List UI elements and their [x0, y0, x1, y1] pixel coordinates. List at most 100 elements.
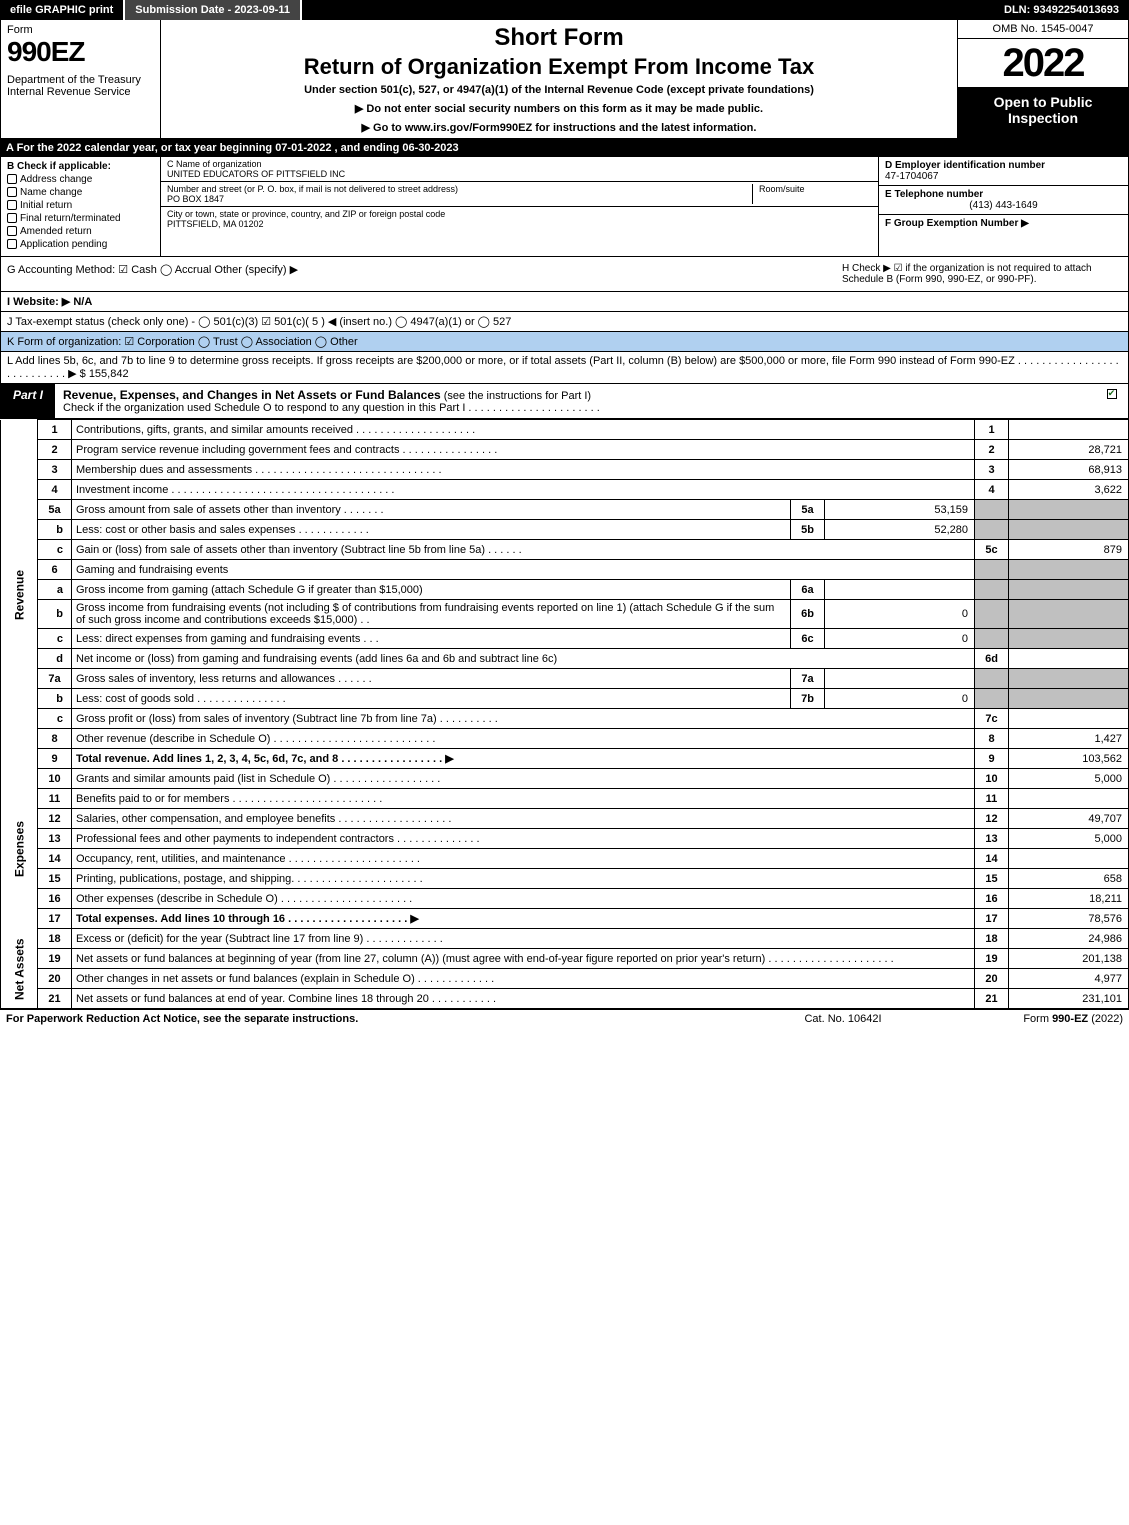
phone-value: (413) 443-1649 [885, 200, 1122, 211]
l5a-innum: 5a [791, 500, 825, 520]
l8-val: 1,427 [1009, 729, 1129, 749]
l21-desc: Net assets or fund balances at end of ye… [72, 989, 975, 1009]
l13-num: 13 [38, 829, 72, 849]
l11-num: 11 [38, 789, 72, 809]
l6b-desc: Gross income from fundraising events (no… [72, 600, 791, 629]
l5b-num: b [38, 520, 72, 540]
g-accounting: G Accounting Method: ☑ Cash ◯ Accrual Ot… [7, 263, 842, 285]
l14-desc: Occupancy, rent, utilities, and maintena… [72, 849, 975, 869]
c-name-value: UNITED EDUCATORS OF PITTSFIELD INC [167, 169, 872, 179]
l7a-desc: Gross sales of inventory, less returns a… [72, 669, 791, 689]
line-15: 15 Printing, publications, postage, and … [1, 869, 1129, 889]
cat-no: Cat. No. 10642I [743, 1013, 943, 1025]
l18-desc: Excess or (deficit) for the year (Subtra… [72, 929, 975, 949]
l19-val: 201,138 [1009, 949, 1129, 969]
l6d-val [1009, 649, 1129, 669]
l17-rnum: 17 [975, 909, 1009, 929]
line-3: 3 Membership dues and assessments . . . … [1, 460, 1129, 480]
l-gross-receipts: L Add lines 5b, 6c, and 7b to line 9 to … [1, 352, 1128, 383]
tax-year: 2022 [958, 39, 1128, 88]
l20-desc: Other changes in net assets or fund bala… [72, 969, 975, 989]
line-11: 11 Benefits paid to or for members . . .… [1, 789, 1129, 809]
l12-desc: Salaries, other compensation, and employ… [72, 809, 975, 829]
dept-label: Department of the Treasury Internal Reve… [7, 74, 154, 98]
d-ein: D Employer identification number 47-1704… [879, 157, 1128, 186]
l4-rnum: 4 [975, 480, 1009, 500]
chk-final-return[interactable]: Final return/terminated [7, 213, 154, 224]
l20-num: 20 [38, 969, 72, 989]
ein-value: 47-1704067 [885, 171, 938, 182]
l9-num: 9 [38, 749, 72, 769]
top-bar: efile GRAPHIC print Submission Date - 20… [0, 0, 1129, 20]
l5a-grey1 [975, 500, 1009, 520]
line-6: 6 Gaming and fundraising events [1, 560, 1129, 580]
l12-num: 12 [38, 809, 72, 829]
b-header: B Check if applicable: [7, 161, 154, 172]
line-4: 4 Investment income . . . . . . . . . . … [1, 480, 1129, 500]
l17-val: 78,576 [1009, 909, 1129, 929]
l3-num: 3 [38, 460, 72, 480]
l6a-grey2 [1009, 580, 1129, 600]
l8-rnum: 8 [975, 729, 1009, 749]
l19-rnum: 19 [975, 949, 1009, 969]
chk-initial-return[interactable]: Initial return [7, 200, 154, 211]
l21-val: 231,101 [1009, 989, 1129, 1009]
l7c-rnum: 7c [975, 709, 1009, 729]
l1-num: 1 [38, 420, 72, 440]
l6c-innum: 6c [791, 629, 825, 649]
l7c-val [1009, 709, 1129, 729]
chk-application-pending[interactable]: Application pending [7, 239, 154, 250]
title-block: Short Form Return of Organization Exempt… [161, 20, 958, 138]
line-18: Net Assets 18 Excess or (deficit) for th… [1, 929, 1129, 949]
c-addr-label: Number and street (or P. O. box, if mail… [167, 184, 752, 194]
l13-desc: Professional fees and other payments to … [72, 829, 975, 849]
org-name-row: C Name of organization UNITED EDUCATORS … [161, 157, 878, 182]
efile-label: efile GRAPHIC print [0, 0, 125, 20]
part-i-checkbox[interactable] [1098, 384, 1128, 418]
line-16: 16 Other expenses (describe in Schedule … [1, 889, 1129, 909]
l16-rnum: 16 [975, 889, 1009, 909]
l7b-grey2 [1009, 689, 1129, 709]
chk-amended-return[interactable]: Amended return [7, 226, 154, 237]
l7a-grey2 [1009, 669, 1129, 689]
short-form-title: Short Form [169, 24, 949, 52]
l12-val: 49,707 [1009, 809, 1129, 829]
l18-val: 24,986 [1009, 929, 1129, 949]
l5a-inval: 53,159 [825, 500, 975, 520]
l5c-num: c [38, 540, 72, 560]
line-9: 9 Total revenue. Add lines 1, 2, 3, 4, 5… [1, 749, 1129, 769]
section-i-j-k-l: I Website: ▶ N/A J Tax-exempt status (ch… [0, 292, 1129, 384]
l20-rnum: 20 [975, 969, 1009, 989]
part-i-header: Part I Revenue, Expenses, and Changes in… [0, 384, 1129, 419]
l14-rnum: 14 [975, 849, 1009, 869]
dln-label: DLN: 93492254013693 [994, 0, 1129, 20]
chk-name-change[interactable]: Name change [7, 187, 154, 198]
l6c-inval: 0 [825, 629, 975, 649]
l16-num: 16 [38, 889, 72, 909]
l6b-inval: 0 [825, 600, 975, 629]
open-to-public: Open to Public Inspection [958, 88, 1128, 138]
line-5a: 5a Gross amount from sale of assets othe… [1, 500, 1129, 520]
l6a-grey1 [975, 580, 1009, 600]
topbar-spacer [302, 0, 994, 20]
l5c-desc: Gain or (loss) from sale of assets other… [72, 540, 975, 560]
l1-val [1009, 420, 1129, 440]
instr-url: ▶ Go to www.irs.gov/Form990EZ for instru… [169, 121, 949, 134]
l15-desc: Printing, publications, postage, and shi… [72, 869, 975, 889]
l3-desc: Membership dues and assessments . . . . … [72, 460, 975, 480]
section-b-c-d-e-f: B Check if applicable: Address change Na… [0, 157, 1129, 257]
l16-val: 18,211 [1009, 889, 1129, 909]
l19-num: 19 [38, 949, 72, 969]
line-13: 13 Professional fees and other payments … [1, 829, 1129, 849]
chk-address-change[interactable]: Address change [7, 174, 154, 185]
l7b-innum: 7b [791, 689, 825, 709]
room-suite: Room/suite [752, 184, 872, 204]
footer: For Paperwork Reduction Act Notice, see … [0, 1009, 1129, 1028]
l15-num: 15 [38, 869, 72, 889]
part-i-title: Revenue, Expenses, and Changes in Net As… [55, 384, 1098, 418]
l18-rnum: 18 [975, 929, 1009, 949]
j-tax-exempt: J Tax-exempt status (check only one) - ◯… [1, 312, 1128, 332]
l6d-desc: Net income or (loss) from gaming and fun… [72, 649, 975, 669]
l7a-grey1 [975, 669, 1009, 689]
l5a-grey2 [1009, 500, 1129, 520]
